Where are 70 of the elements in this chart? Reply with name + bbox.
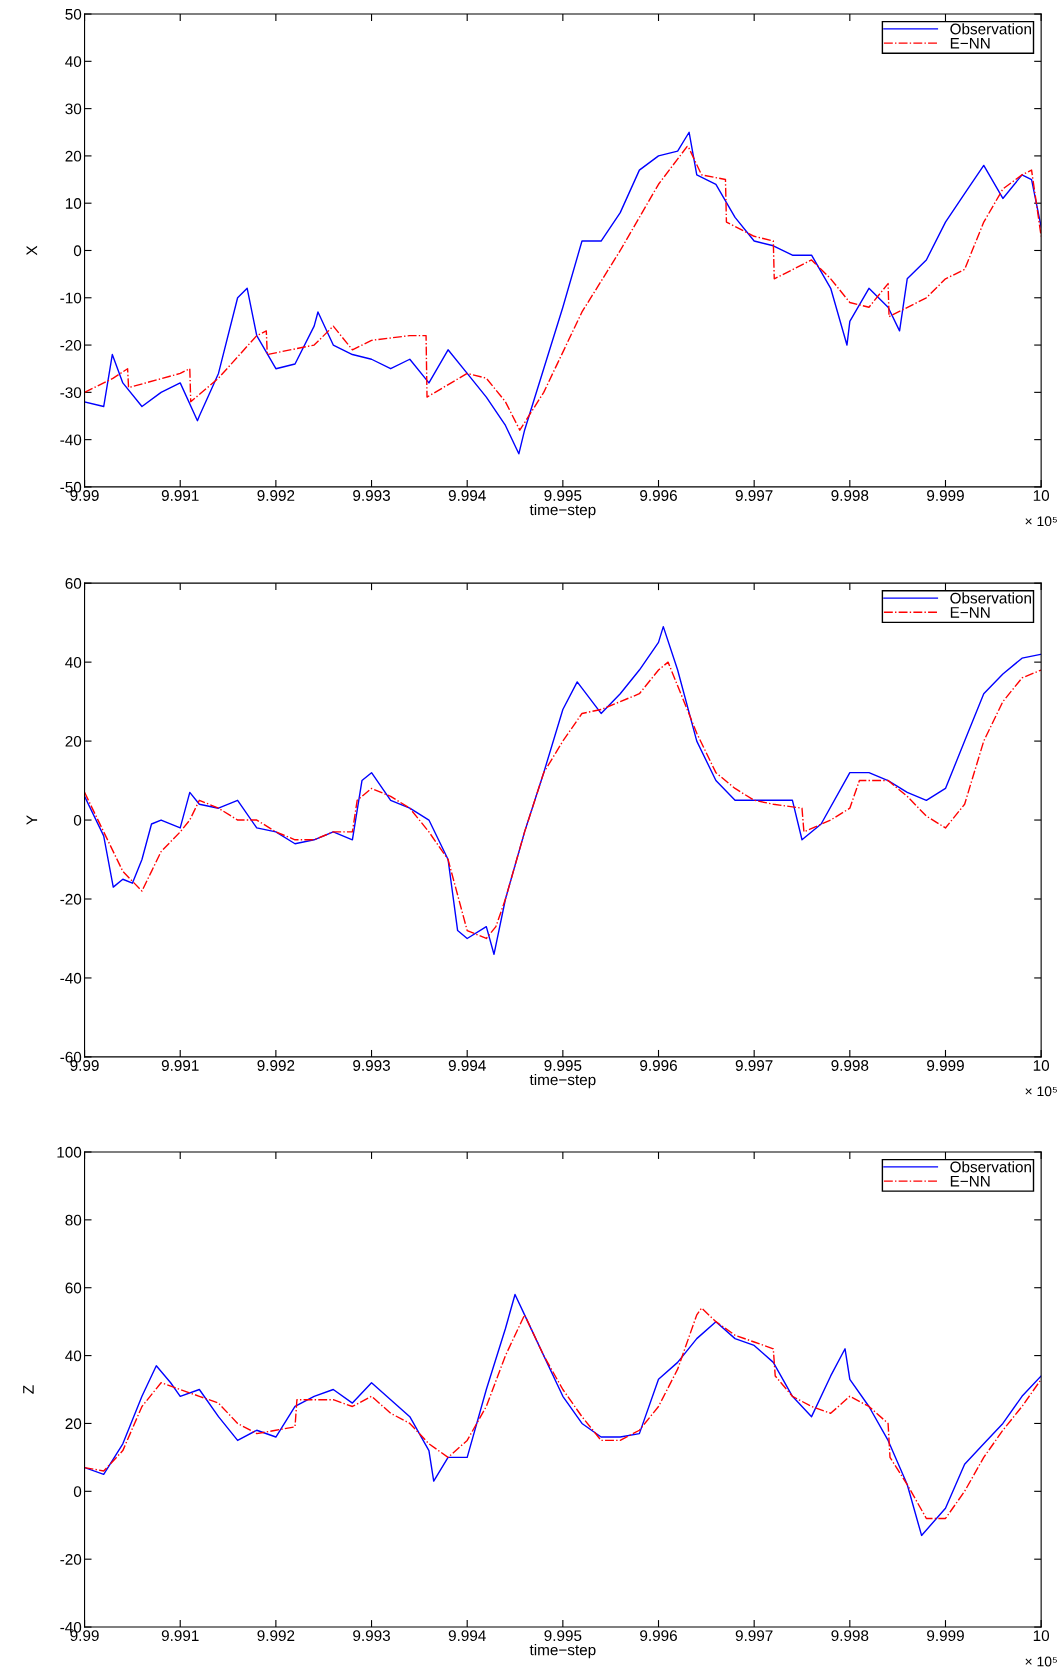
y-tick-label: -20 [60,339,82,351]
legend-label: Observation [950,1161,1031,1173]
x-tick-label: 9.992 [257,1060,295,1071]
text: × 10⁵ [1025,1656,1057,1667]
y-tick-label: -10 [60,292,82,304]
y-axis-title: X [26,245,38,256]
x-tick-label: 9.992 [257,1630,295,1642]
x-axis-title: time−step [529,503,596,519]
line-series [84,625,1042,955]
x-tick-label: 9.996 [640,1630,677,1642]
x-tick-label: 9.993 [353,1630,390,1642]
x-tick-label: 9.995 [544,1060,582,1071]
x-tick-label: 9.993 [353,490,390,501]
x-tick-label: 9.994 [448,1060,486,1071]
legend-label: E−NN [950,38,990,49]
x-tick-label: 9.997 [735,490,773,501]
y-axis-title: Y [26,815,38,825]
x-tick-label: 9.991 [161,1630,199,1642]
y-tick-label: 20 [65,150,82,162]
x-tick-label: 9.999 [927,490,964,501]
x-tick-label: 9.994 [448,1630,486,1642]
x-tick-label: 10 [1033,490,1050,501]
y-tick-label: 10 [65,198,82,209]
y-tick-label: 20 [65,1418,82,1430]
y-tick-label: 60 [65,1282,82,1294]
legend-label: Observation [950,592,1031,604]
y-tick-label: 100 [57,1146,82,1158]
x-axis-title: time−step [529,1073,596,1089]
text: × 10⁵ [1025,1086,1057,1097]
y-tick-label: 80 [65,1214,82,1226]
x-tick-label: 9.997 [735,1630,773,1642]
y-tick-label: -20 [60,1554,82,1565]
x-tick-label: 9.991 [161,1060,199,1071]
x-tick-label: 9.998 [831,490,869,501]
legend-label: E−NN [950,607,990,618]
y-tick-label: 40 [65,56,82,68]
text: × 10⁵ [1025,516,1057,527]
legend-label: Observation [950,23,1031,35]
y-tick-label: 20 [65,735,82,747]
x-tick-label: 10 [1033,1060,1050,1071]
x-tick-label: 9.996 [640,490,677,501]
y-tick-label: 50 [65,8,82,20]
y-tick-label: 40 [65,657,82,668]
y-tick-label: 0 [73,245,82,257]
y-tick-label: 40 [65,1350,82,1362]
x-tick-label: 9.996 [640,1060,677,1071]
y-tick-label: -30 [60,387,82,399]
x-tick-label: 9.997 [735,1060,773,1071]
x-tick-label: 10 [1033,1630,1050,1642]
x-tick-label: 9.998 [831,1630,869,1642]
x-tick-label: 9.994 [448,490,486,501]
x-axis-title: time−step [529,1644,596,1659]
x-tick-label: 9.995 [544,490,582,501]
x-tick-label: 9.999 [927,1060,964,1071]
x-tick-label: 9.991 [161,490,199,501]
line-series [84,661,1042,940]
y-tick-label: -40 [60,434,82,446]
y-axis-title: Z [23,1385,34,1394]
x-tick-label: 9.993 [353,1060,390,1071]
y-tick-label: 0 [73,1486,82,1498]
y-tick-label: 60 [65,578,82,589]
x-tick-label: 9.992 [257,490,295,501]
x-tick-label: 9.998 [831,1060,869,1071]
y-tick-label: 30 [65,103,82,115]
y-tick-label: -20 [60,893,82,905]
legend-label: E−NN [950,1175,990,1187]
x-tick-label: 9.999 [927,1630,964,1642]
x-tick-label: 9.995 [544,1630,582,1642]
y-tick-label: 0 [73,814,82,826]
y-tick-label: -40 [60,972,82,984]
